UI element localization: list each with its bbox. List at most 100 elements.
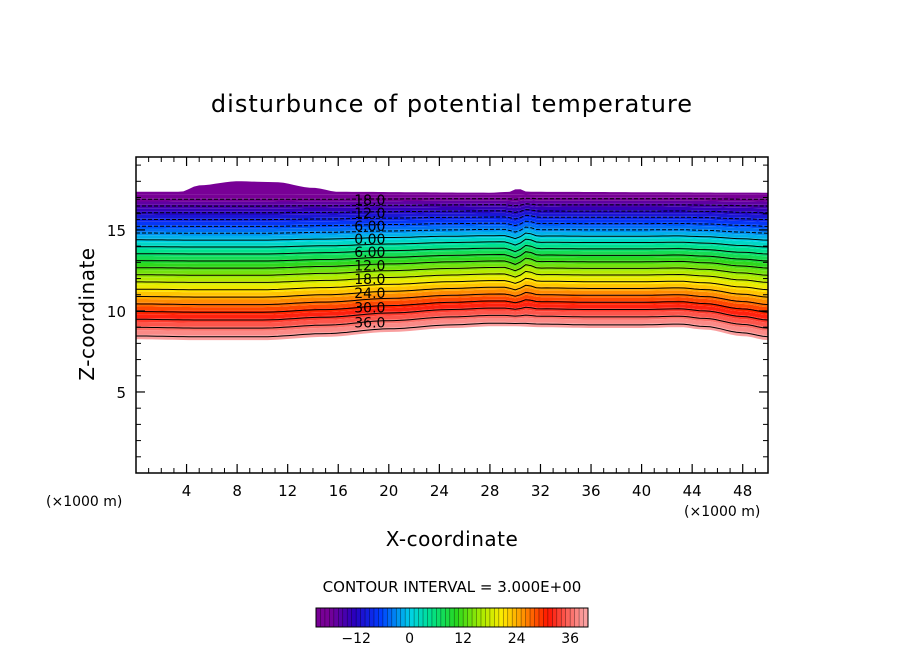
colorbar-cell xyxy=(382,608,388,627)
contour-band xyxy=(136,287,768,304)
colorbar-cell xyxy=(574,608,580,627)
colorbar-cell xyxy=(525,608,531,627)
colorbar-cell xyxy=(356,608,361,627)
colorbar-cell xyxy=(387,608,393,627)
colorbar-cell xyxy=(449,608,455,627)
colorbar-cell xyxy=(347,608,353,627)
contour-label: 12.0 xyxy=(354,258,385,274)
colorbar-cell xyxy=(552,608,558,627)
colorbar-cell xyxy=(373,608,379,627)
colorbar-cell xyxy=(431,608,437,627)
colorbar-cell xyxy=(320,608,326,627)
x-tick-label: 36 xyxy=(581,482,600,500)
colorbar-cell xyxy=(351,608,357,627)
x-tick-label: 12 xyxy=(278,482,297,500)
x-tick-label: 8 xyxy=(232,482,242,500)
x-axis: 4 8 12 16 20 24 28 32 36 40 44 48 xyxy=(148,157,756,500)
contour-band xyxy=(136,321,768,341)
contour-lines xyxy=(136,197,768,338)
colorbar-cell xyxy=(365,608,370,627)
x-tick-label: 48 xyxy=(733,482,752,500)
contour-band xyxy=(136,241,768,253)
contour-band xyxy=(136,194,768,199)
colorbar-cell xyxy=(467,608,473,627)
x-tick-label: 16 xyxy=(329,482,348,500)
colorbar-cell xyxy=(427,608,433,627)
contour-band xyxy=(136,200,768,205)
contour-label: 30.0 xyxy=(354,300,385,316)
contour-band xyxy=(136,260,768,274)
colorbar-cell xyxy=(342,608,348,627)
contour-line xyxy=(136,238,768,248)
colorbar-cell xyxy=(369,608,375,627)
contour-line xyxy=(136,314,768,329)
contour-band xyxy=(136,208,768,215)
contour-line xyxy=(136,232,768,241)
contour-line xyxy=(136,306,768,321)
x-tick-label: 40 xyxy=(632,482,651,500)
colorbar-cell xyxy=(516,608,522,627)
x-tick-label: 24 xyxy=(430,482,449,500)
colorbar-tick-label: 12 xyxy=(454,631,472,647)
x-tick-label: 28 xyxy=(480,482,499,500)
contour-label: 24.0 xyxy=(354,286,385,302)
contour-line xyxy=(136,244,768,255)
contour-band xyxy=(136,273,768,289)
y-tick-label: 5 xyxy=(116,384,126,402)
colorbar-cell xyxy=(454,608,460,627)
contour-label: 0.00 xyxy=(354,232,385,248)
contour-band xyxy=(136,223,768,233)
colorbar-cell xyxy=(498,608,504,627)
colorbar-cell xyxy=(409,608,415,627)
colorbar-cell xyxy=(378,608,384,627)
colorbar-cell xyxy=(472,608,477,627)
contour-band xyxy=(136,253,768,267)
contour-label: 6.00 xyxy=(354,245,385,261)
contour-band xyxy=(136,229,768,239)
contour-line xyxy=(136,322,768,338)
colorbar-cell xyxy=(494,608,500,627)
colorbar-cell xyxy=(333,608,339,627)
colorbar-cell xyxy=(423,608,428,627)
contour-band xyxy=(136,205,768,212)
colorbar-cell xyxy=(512,608,518,627)
contour-line xyxy=(136,220,768,227)
x-axis-label: X-coordinate xyxy=(386,527,519,551)
contour-label: 36.0 xyxy=(354,316,385,332)
colorbar-cell xyxy=(338,608,344,627)
contour-label: 6.00 xyxy=(354,219,385,235)
colorbar-cell xyxy=(480,608,486,627)
contour-label: 12.0 xyxy=(354,206,385,222)
contour-line xyxy=(136,197,768,200)
x-unit-label-left: (×1000 m) xyxy=(46,494,122,510)
colorbar-cell xyxy=(507,608,513,627)
colorbar-cell xyxy=(503,608,509,627)
colorbar-tick-label: 0 xyxy=(405,631,414,647)
contour-line xyxy=(136,284,768,298)
colorbar-cell xyxy=(458,608,464,627)
x-unit-label-right: (×1000 m) xyxy=(684,504,760,520)
colorbar-cell xyxy=(360,608,366,627)
y-tick-label: 15 xyxy=(107,222,126,240)
colorbar-cell xyxy=(538,608,544,627)
colorbar-cell xyxy=(445,608,451,627)
colorbar-cell xyxy=(391,608,397,627)
colorbar-cell xyxy=(530,608,535,627)
contour-band xyxy=(136,294,768,311)
colorbar-cell xyxy=(534,608,540,627)
contour-line xyxy=(136,226,768,234)
contour-band xyxy=(136,302,768,319)
y-axis: 5 10 15 xyxy=(107,164,768,458)
contour-line xyxy=(136,209,768,214)
colorbar-tick-label: −12 xyxy=(341,631,371,647)
colorbar-cell xyxy=(400,608,406,627)
colorbar-cell xyxy=(440,608,446,627)
colorbar-cell xyxy=(396,608,402,627)
contour-line xyxy=(136,203,768,207)
colorbar-cell xyxy=(405,608,411,627)
contour-line xyxy=(136,264,768,276)
colorbar-cell xyxy=(476,608,482,627)
